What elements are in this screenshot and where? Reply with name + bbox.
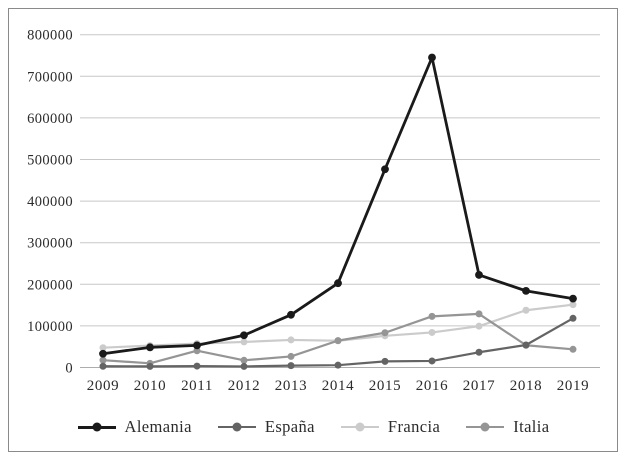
- data-point-españa-2014: [334, 361, 342, 369]
- data-point-alemania-2018: [522, 286, 530, 295]
- data-point-españa-2015: [381, 357, 389, 365]
- y-tick-label: 100000: [27, 319, 73, 335]
- legend-label: España: [264, 417, 315, 436]
- x-tick-label: 2014: [322, 378, 354, 394]
- data-point-alemania-2016: [428, 53, 436, 62]
- y-tick-label: 700000: [27, 69, 73, 85]
- x-tick-label: 2015: [369, 378, 401, 394]
- data-point-francia-2013: [287, 336, 295, 344]
- legend-marker-icon: [77, 422, 116, 432]
- legend-dot-icon: [355, 422, 365, 432]
- legend-dot-icon: [480, 422, 490, 432]
- figure-border-frame: [8, 8, 618, 452]
- y-tick-label: 800000: [27, 28, 73, 44]
- data-point-italia-2014: [334, 337, 342, 345]
- x-tick-label: 2018: [510, 378, 542, 394]
- legend-item-españa: España: [217, 417, 315, 437]
- x-tick-label: 2016: [416, 378, 448, 394]
- data-point-alemania-2013: [287, 310, 295, 319]
- x-tick-label: 2019: [557, 378, 589, 394]
- legend-dot-icon: [92, 422, 101, 432]
- data-point-francia-2012: [240, 338, 248, 346]
- data-point-francia-2016: [428, 328, 436, 336]
- data-point-españa-2018: [522, 341, 530, 349]
- data-point-españa-2009: [99, 362, 107, 370]
- data-point-francia-2017: [475, 322, 483, 330]
- legend-marker-icon: [466, 422, 505, 432]
- x-tick-label: 2013: [275, 378, 307, 394]
- data-point-españa-2013: [287, 362, 295, 370]
- y-tick-label: 300000: [27, 236, 73, 252]
- legend-item-francia: Francia: [340, 417, 441, 437]
- series-line-alemania: [101, 56, 575, 356]
- y-tick-label: 0: [65, 361, 73, 377]
- legend-label: Francia: [387, 417, 441, 436]
- x-tick-label: 2009: [87, 378, 119, 394]
- x-tick-label: 2010: [134, 378, 166, 394]
- data-point-italia-2016: [428, 312, 436, 320]
- data-point-alemania-2010: [146, 343, 154, 352]
- data-point-alemania-2017: [475, 271, 483, 279]
- legend-label: Italia: [513, 417, 550, 436]
- data-point-alemania-2014: [334, 279, 342, 288]
- x-tick-label: 2012: [228, 378, 260, 394]
- data-point-alemania-2011: [193, 341, 201, 350]
- data-point-italia-2019: [569, 345, 577, 353]
- data-point-francia-2009: [99, 344, 107, 352]
- data-point-francia-2019: [569, 301, 577, 309]
- data-point-italia-2011: [193, 347, 201, 355]
- data-point-italia-2013: [287, 352, 295, 360]
- data-point-italia-2017: [475, 310, 483, 318]
- data-point-españa-2017: [475, 348, 483, 356]
- data-point-francia-2018: [522, 306, 530, 314]
- y-tick-label: 200000: [27, 277, 73, 293]
- x-tick-label: 2017: [463, 378, 495, 394]
- data-point-alemania-2015: [381, 165, 389, 174]
- data-point-italia-2015: [381, 329, 389, 337]
- legend: Alemania España Francia Italia: [0, 417, 627, 437]
- y-tick-label: 500000: [27, 153, 73, 169]
- data-point-italia-2009: [99, 356, 107, 364]
- data-point-alemania-2009: [99, 349, 107, 358]
- legend-dot-icon: [232, 422, 242, 432]
- data-point-españa-2011: [193, 362, 201, 370]
- legend-marker-icon: [340, 422, 379, 432]
- data-point-españa-2010: [146, 362, 154, 370]
- data-point-italia-2012: [240, 356, 248, 364]
- data-point-españa-2019: [569, 314, 577, 322]
- data-point-españa-2012: [240, 362, 248, 370]
- data-point-alemania-2012: [240, 331, 248, 340]
- y-tick-label: 600000: [27, 111, 73, 127]
- legend-item-italia: Italia: [466, 417, 549, 437]
- legend-label: Alemania: [124, 417, 192, 436]
- legend-item-alemania: Alemania: [77, 417, 192, 437]
- legend-marker-icon: [217, 422, 256, 432]
- data-point-alemania-2019: [569, 294, 577, 303]
- data-point-españa-2016: [428, 357, 436, 365]
- y-tick-label: 400000: [27, 194, 73, 210]
- x-tick-label: 2011: [181, 378, 213, 394]
